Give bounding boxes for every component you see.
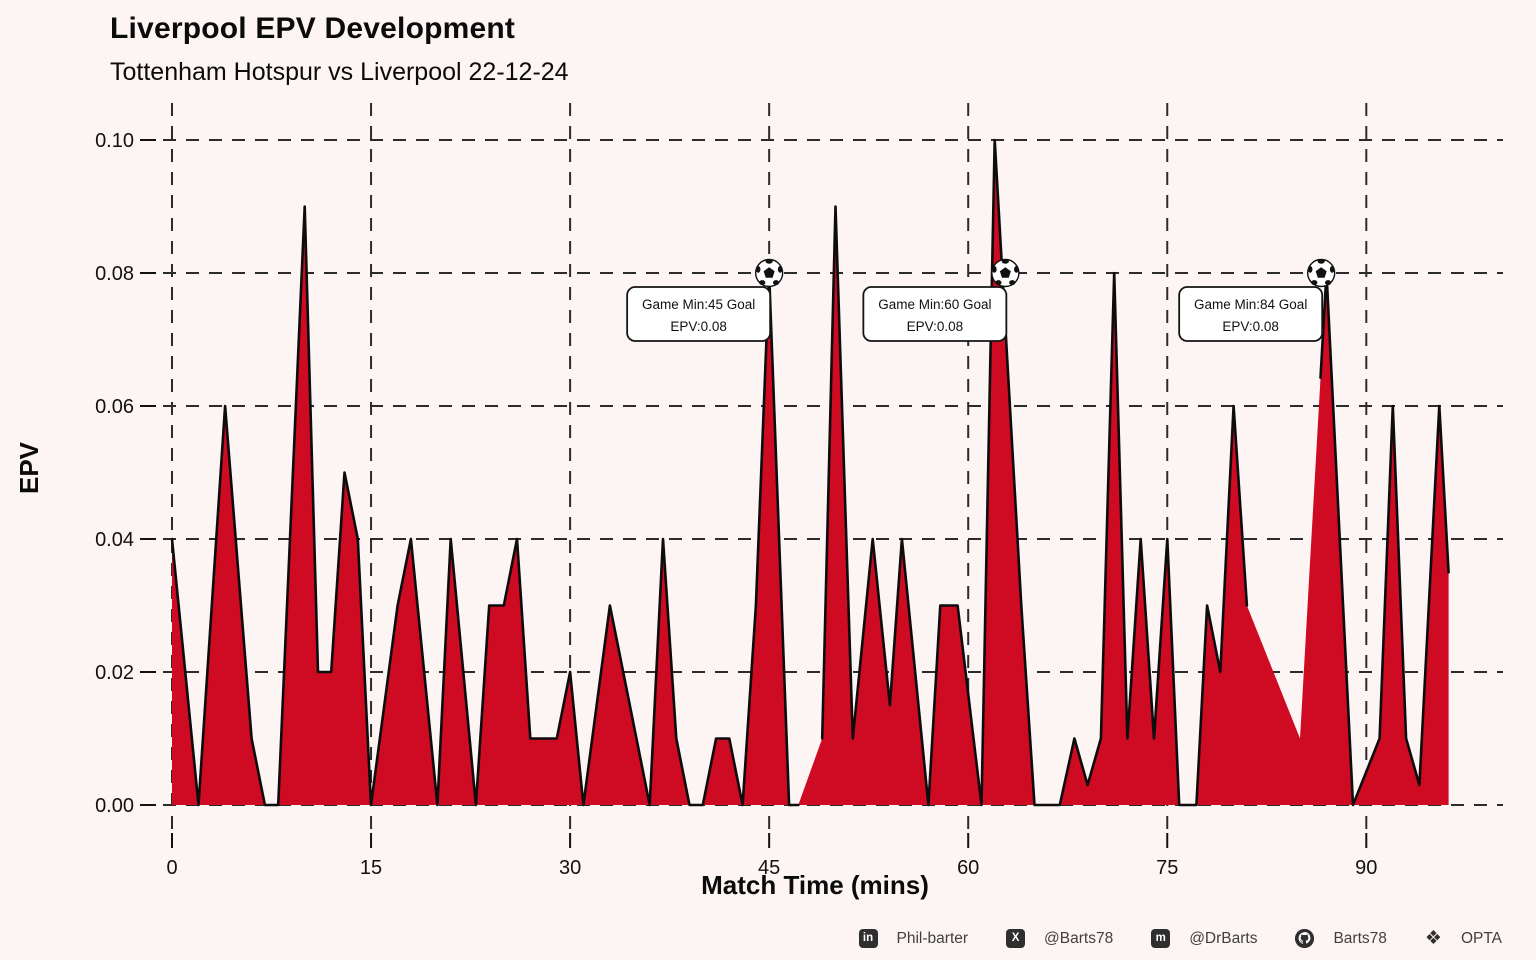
goal-annotation-line1: Game Min:45 Goal (642, 297, 755, 312)
goal-annotation-box (626, 286, 772, 342)
soccer-ball-icon (1306, 258, 1336, 288)
y-tick-label: 0.04 (95, 529, 134, 551)
page-title: Liverpool EPV Development (110, 12, 516, 45)
credit-linkedin: in Phil-barter (858, 929, 969, 948)
x-axis-title: Match Time (mins) (701, 870, 929, 900)
x-tick-label: 0 (166, 857, 177, 879)
linkedin-icon: in (858, 929, 878, 948)
goal-annotation-line2: EPV:0.08 (907, 319, 964, 334)
x-tick-label: 15 (360, 857, 382, 879)
x-tick-label: 30 (559, 857, 581, 879)
goal-annotation-line2: EPV:0.08 (1222, 319, 1279, 334)
x-tick-label: 75 (1156, 857, 1178, 879)
goal-annotation-box (862, 286, 1008, 342)
x-icon: X (1006, 929, 1026, 948)
soccer-ball-icon (991, 258, 1020, 288)
goal-annotation-line1: Game Min:84 Goal (1194, 297, 1307, 312)
page-subtitle: Tottenham Hotspur vs Liverpool 22-12-24 (110, 58, 569, 86)
epv-area (172, 140, 1449, 805)
goal-annotation-line2: EPV:0.08 (670, 319, 727, 334)
series-layer (170, 138, 1450, 807)
y-tick-label: 0.02 (95, 662, 134, 684)
epv-line (820, 138, 1249, 807)
footer-credits: in Phil-barter X @Barts78 m @DrBarts Bar… (858, 929, 1502, 948)
credit-label: @DrBarts (1189, 929, 1258, 947)
epv-line (1319, 271, 1450, 807)
goal-annotation: Game Min:84 Goal EPV:0.08 (1178, 258, 1336, 342)
credit-github: Barts78 (1295, 929, 1387, 948)
dropbox-icon: ❖ (1424, 928, 1442, 949)
credit-x-twitter: X @Barts78 (1006, 929, 1113, 948)
credit-mastodon: m @DrBarts (1151, 929, 1257, 948)
y-tick-label: 0.06 (95, 396, 134, 418)
credit-label: @Barts78 (1044, 929, 1114, 947)
y-tick-label: 0.08 (95, 263, 134, 285)
x-tick-label: 90 (1355, 857, 1377, 879)
x-tick-label: 60 (957, 857, 979, 879)
y-tick-label: 0.10 (95, 130, 134, 152)
x-tick-label: 45 (758, 857, 780, 879)
goal-annotation: Game Min:60 Goal EPV:0.08 (862, 258, 1020, 342)
credit-label: Phil-barter (896, 929, 969, 947)
y-axis-title: EPV (14, 441, 44, 495)
credit-label: Barts78 (1333, 929, 1387, 947)
soccer-ball-icon (754, 258, 784, 288)
goal-annotation-line1: Game Min:60 Goal (878, 297, 991, 312)
credit-label: OPTA (1460, 929, 1502, 947)
mastodon-icon: m (1151, 929, 1171, 948)
goal-annotation-box (1178, 286, 1324, 342)
y-tick-label: 0.00 (95, 795, 134, 817)
epv-line (170, 205, 800, 807)
goal-annotation: Game Min:45 Goal EPV:0.08 (626, 258, 784, 342)
credit-opta: ❖ OPTA (1425, 929, 1502, 948)
github-icon (1295, 929, 1315, 948)
